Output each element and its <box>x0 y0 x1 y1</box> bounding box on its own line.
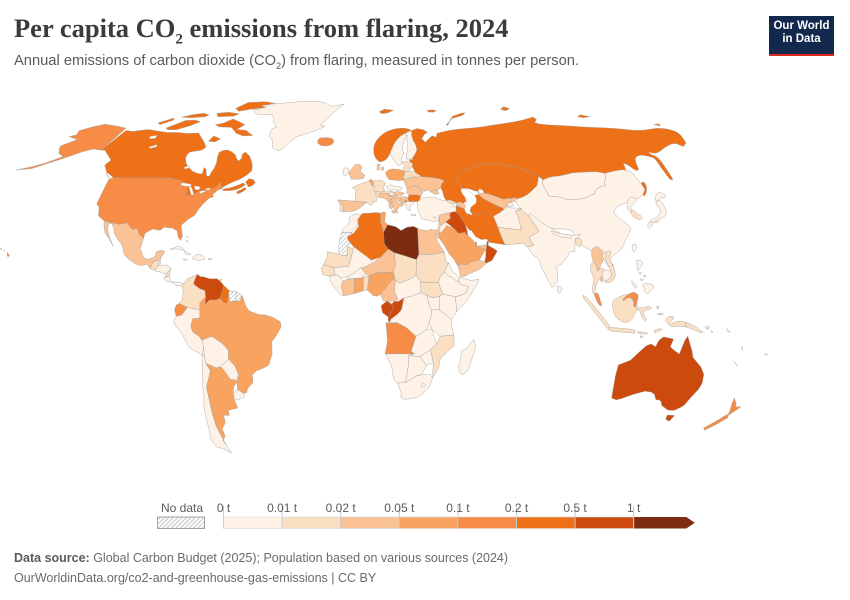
svg-text:0.05 t: 0.05 t <box>384 501 415 515</box>
svg-text:0.5 t: 0.5 t <box>563 501 587 515</box>
svg-text:0.1 t: 0.1 t <box>446 501 470 515</box>
svg-text:No data: No data <box>161 501 203 515</box>
svg-text:0.02 t: 0.02 t <box>326 501 357 515</box>
svg-text:0.01 t: 0.01 t <box>267 501 298 515</box>
svg-text:1 t: 1 t <box>627 501 641 515</box>
svg-text:0.2 t: 0.2 t <box>505 501 529 515</box>
svg-text:0 t: 0 t <box>217 501 231 515</box>
